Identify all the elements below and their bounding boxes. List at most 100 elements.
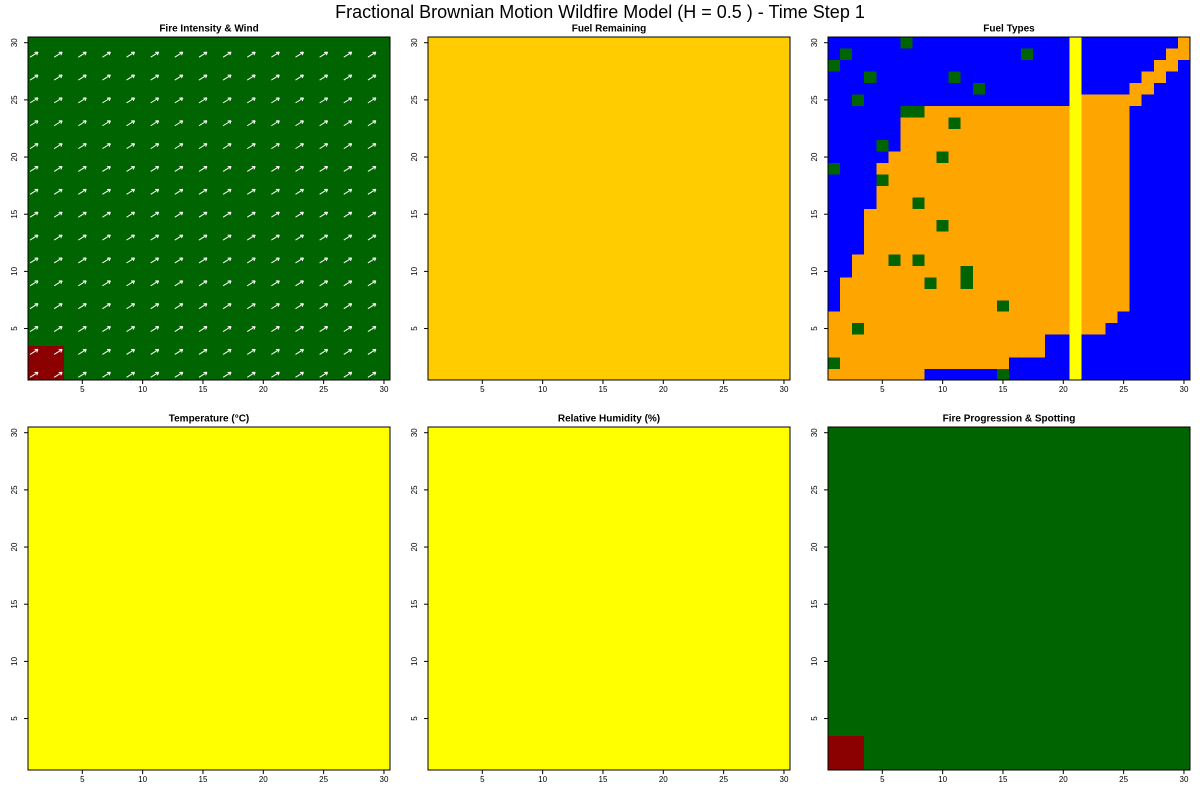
heatmap-cell <box>717 174 730 186</box>
heatmap-cell <box>124 357 137 369</box>
heatmap-cell <box>1177 162 1191 175</box>
heatmap-cell <box>464 564 477 576</box>
heatmap-cell <box>172 735 186 748</box>
heatmap-cell <box>560 575 574 588</box>
heatmap-cell <box>852 185 865 198</box>
heatmap-cell <box>560 368 574 381</box>
heatmap-cell <box>1093 48 1106 61</box>
heatmap-cell <box>621 311 634 324</box>
heatmap-cell <box>1069 758 1082 771</box>
heatmap-cell <box>1009 185 1022 198</box>
wind-arrow <box>222 74 232 81</box>
heatmap-cell <box>512 265 525 278</box>
heatmap-cell <box>136 368 149 381</box>
heatmap-cell <box>293 587 306 599</box>
heatmap-cell <box>76 37 89 49</box>
heatmap-cell <box>428 484 441 496</box>
heatmap-cell <box>1105 162 1118 175</box>
heatmap-cell <box>440 438 453 451</box>
heatmap-cell <box>536 518 549 531</box>
heatmap-cell <box>184 712 198 725</box>
heatmap-cell <box>196 265 210 278</box>
heatmap-cell <box>64 449 77 462</box>
heatmap-cell <box>972 345 986 358</box>
heatmap-cell <box>245 82 258 95</box>
heatmap-cell <box>1105 242 1118 255</box>
heatmap-cell <box>488 231 501 244</box>
wind-arrow <box>246 371 256 378</box>
heatmap-cell <box>488 472 501 485</box>
heatmap-cell <box>233 712 246 725</box>
heatmap-cell <box>753 288 767 301</box>
heatmap-cell <box>596 438 610 451</box>
y-tick-label: 5 <box>410 716 419 721</box>
wind-arrow <box>29 143 39 150</box>
heatmap-cell <box>840 117 853 129</box>
heatmap-cell <box>233 162 246 175</box>
heatmap-cell <box>960 59 974 72</box>
heatmap-cell <box>365 288 379 301</box>
heatmap-cell <box>500 632 513 645</box>
heatmap-cell <box>741 345 755 358</box>
heatmap-cell <box>196 689 210 702</box>
heatmap-cell <box>753 185 767 198</box>
heatmap-cell <box>657 587 670 599</box>
heatmap-cell <box>112 162 125 175</box>
heatmap-cell <box>40 357 53 369</box>
heatmap-cell <box>960 758 974 771</box>
heatmap-cell <box>888 82 901 95</box>
heatmap-cell <box>572 507 586 519</box>
heatmap-cell <box>1093 139 1106 152</box>
heatmap-cell <box>341 667 355 679</box>
heatmap-cell <box>900 71 913 84</box>
wind-arrow <box>78 188 87 195</box>
heatmap-cell <box>221 472 234 485</box>
heatmap-cell <box>245 334 258 346</box>
heatmap-cell <box>440 552 453 565</box>
heatmap-cell <box>317 427 330 439</box>
heatmap-cell <box>1057 357 1070 369</box>
heatmap-cell <box>924 82 937 95</box>
heatmap-cell <box>28 197 41 209</box>
heatmap-cell <box>500 322 513 335</box>
heatmap-cell <box>184 552 198 565</box>
heatmap-cell <box>428 541 441 554</box>
heatmap-cell <box>729 82 743 95</box>
heatmap-cell <box>729 311 743 324</box>
heatmap-cell <box>693 185 706 198</box>
heatmap-cell <box>741 667 755 679</box>
heatmap-cell <box>777 185 791 198</box>
heatmap-cell <box>572 254 586 266</box>
heatmap-cell <box>1165 311 1179 324</box>
heatmap-cell <box>464 575 477 588</box>
heatmap-cell <box>1081 368 1094 381</box>
heatmap-cell <box>572 288 586 301</box>
heatmap-cell <box>645 117 658 129</box>
heatmap-cell <box>209 724 222 736</box>
heatmap-cell <box>365 724 379 736</box>
heatmap-cell <box>257 322 270 335</box>
heatmap-cell <box>40 208 53 221</box>
heatmap-cell <box>1105 277 1118 289</box>
heatmap-cell <box>112 701 125 714</box>
heatmap-cell <box>864 219 877 232</box>
heatmap-cell <box>633 587 646 599</box>
heatmap-cell <box>1033 345 1046 358</box>
heatmap-cell <box>88 541 101 554</box>
heatmap-cell <box>1009 139 1022 152</box>
heatmap-cell <box>293 334 306 346</box>
heatmap-cell <box>64 541 77 554</box>
heatmap-cell <box>512 735 525 748</box>
heatmap-cell <box>329 427 343 439</box>
heatmap-cell <box>948 735 962 748</box>
heatmap-cell <box>257 678 270 691</box>
heatmap-cell <box>172 655 186 668</box>
heatmap-cell <box>657 162 670 175</box>
heatmap-cell <box>693 334 706 346</box>
plot-frame <box>27 426 391 771</box>
heatmap-cell <box>876 162 889 175</box>
heatmap-cell <box>172 609 186 622</box>
heatmap-cell <box>293 575 306 588</box>
heatmap-cell <box>705 518 718 531</box>
heatmap-cell <box>717 449 730 462</box>
